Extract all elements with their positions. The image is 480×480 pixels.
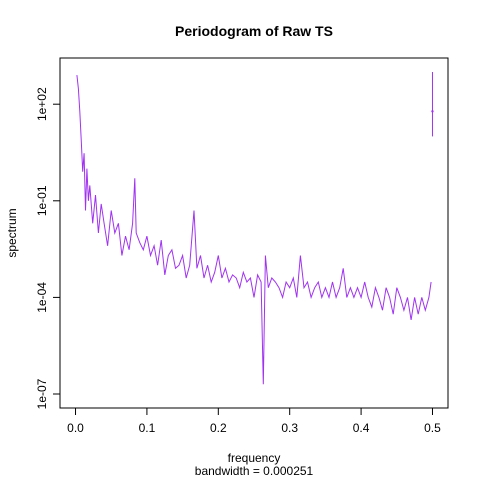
x-axis-sublabel: bandwidth = 0.000251 xyxy=(195,464,314,478)
plot-area xyxy=(59,57,449,409)
x-axis-label: frequency xyxy=(228,451,281,465)
x-tick-label: 0.2 xyxy=(210,421,227,435)
y-axis: 1e-07 1e-04 1e-01 1e+02 xyxy=(35,87,61,409)
spectrum-spike-point xyxy=(431,110,434,113)
x-tick-label: 0.4 xyxy=(353,421,370,435)
y-tick-label: 1e-01 xyxy=(35,185,49,216)
y-tick-label: 1e+02 xyxy=(35,87,49,121)
x-tick-label: 0.1 xyxy=(139,421,156,435)
x-tick-label: 0.3 xyxy=(281,421,298,435)
chart-title: Periodogram of Raw TS xyxy=(175,23,333,39)
y-axis-label: spectrum xyxy=(5,208,19,257)
x-axis: 0.0 0.1 0.2 0.3 0.4 0.5 xyxy=(67,407,441,435)
spectrum-line xyxy=(76,75,432,385)
x-tick-label: 0.5 xyxy=(424,421,441,435)
y-tick-label: 1e-04 xyxy=(35,282,49,313)
x-tick-label: 0.0 xyxy=(67,421,84,435)
y-tick-label: 1e-07 xyxy=(35,378,49,409)
series-layer xyxy=(76,72,434,385)
